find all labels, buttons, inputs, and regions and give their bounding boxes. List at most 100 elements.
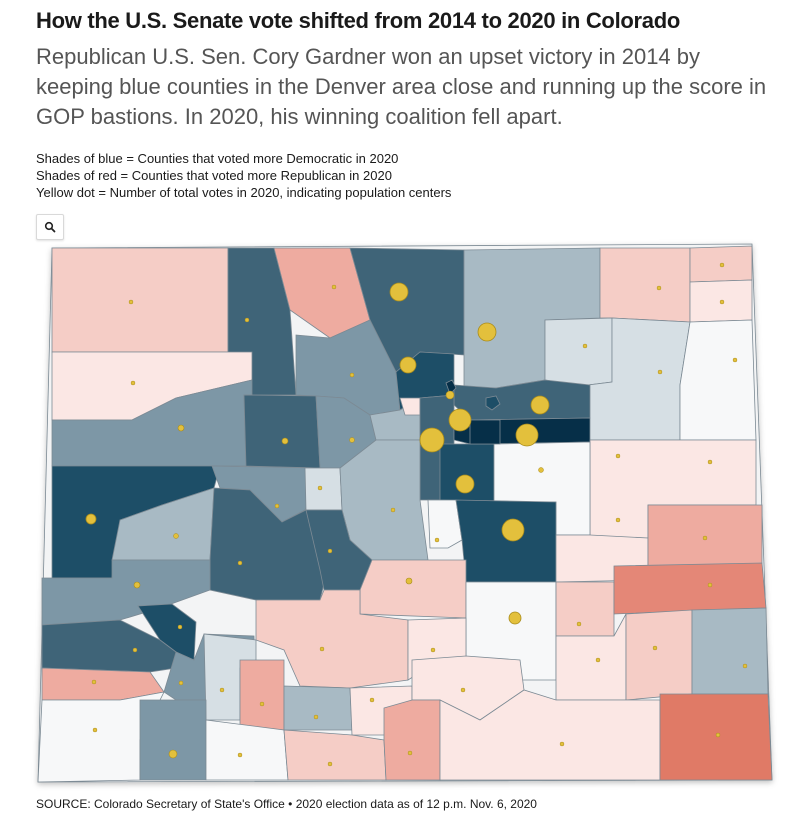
dot-mesa [85, 513, 97, 525]
county-cheyenne [613, 562, 767, 615]
county-phillips-yuma [679, 319, 757, 441]
dot-delta [173, 533, 179, 539]
dot-denver [448, 408, 472, 432]
county-las-animas [439, 689, 661, 781]
legend-red: Shades of red = Counties that voted more… [36, 168, 392, 183]
dot-arapahoe [515, 423, 539, 447]
dot-grand [349, 372, 355, 378]
dot-mineral [259, 701, 265, 707]
dot-pueblo [508, 611, 522, 625]
dot-las-animas [559, 741, 565, 747]
county-douglas [439, 443, 495, 503]
population-dots [85, 262, 748, 767]
dot-broomfield [445, 390, 455, 400]
dot-san-juan [178, 680, 184, 686]
county-el-paso [455, 499, 557, 583]
county-kiowa [691, 607, 769, 695]
county-fremont [359, 559, 467, 619]
county-costilla [383, 699, 441, 781]
dot-larimer [389, 282, 409, 302]
dot-garfield [177, 424, 185, 432]
dot-morgan [582, 343, 588, 349]
dot-pitkin [274, 503, 280, 509]
dot-weld [477, 322, 497, 342]
dot-adams [530, 395, 550, 415]
denver-enclave [485, 395, 501, 411]
dot-jackson [331, 284, 337, 290]
dot-montrose [133, 581, 141, 589]
dot-el-paso [501, 518, 525, 542]
dot-custer [430, 647, 436, 653]
dot-archuleta [237, 752, 243, 758]
dot-hinsdale [219, 687, 225, 693]
legend-blue: Shades of blue = Counties that voted mor… [36, 151, 399, 166]
dot-sedgwick2 [719, 299, 725, 305]
dot-park [390, 507, 396, 513]
county-rio-grande [283, 685, 353, 731]
dot-arapahoe-east [615, 453, 621, 459]
dot-cheyenne [707, 582, 713, 588]
dot-boulder [399, 356, 417, 374]
dot-huerfano [460, 687, 466, 693]
county-morgan [544, 317, 613, 387]
dot-otero [595, 657, 601, 663]
county-lake [304, 467, 343, 511]
dot-lincoln [615, 517, 621, 523]
county-baca [659, 693, 773, 781]
county-mineral [239, 659, 285, 731]
dot-saguache [319, 646, 325, 652]
search-icon [44, 221, 56, 233]
dot-eagle [281, 437, 289, 445]
dot-rio-blanco [130, 380, 136, 386]
dot-costilla [407, 750, 413, 756]
county-broomfield [445, 379, 457, 395]
dot-elbert [538, 467, 544, 473]
dot-fremont [405, 577, 413, 585]
county-la-plata [139, 699, 207, 781]
legend-dot: Yellow dot = Number of total votes in 20… [36, 185, 452, 200]
dot-conejos [327, 761, 333, 767]
county-adams-north [453, 379, 591, 421]
county-park [339, 439, 429, 561]
source-note: SOURCE: Colorado Secretary of State's Of… [36, 797, 537, 811]
dot-yuma [732, 357, 738, 363]
county-bent [625, 609, 693, 701]
dot-sedgwick [719, 262, 725, 268]
county-teller [427, 499, 463, 549]
dot-gunnison [237, 560, 243, 566]
dot-kit-carson-n [707, 459, 713, 465]
dot-teller [434, 537, 440, 543]
dot-alamosa [369, 697, 375, 703]
legend: Shades of blue = Counties that voted mor… [36, 150, 451, 201]
dot-moffat [128, 299, 134, 305]
dot-washington [657, 369, 663, 375]
dot-rio-grande [313, 714, 319, 720]
dot-crowley [576, 621, 582, 627]
county-crowley [555, 581, 615, 637]
dot-kit-carson [702, 535, 708, 541]
dot-baca [715, 732, 721, 738]
dot-summit [349, 437, 355, 443]
dot-chaffee [327, 548, 333, 554]
dot-jefferson [419, 427, 445, 453]
county-archuleta [205, 719, 289, 781]
dot-logan [656, 285, 662, 291]
dot-kiowa [742, 663, 748, 669]
dot-montezuma [92, 727, 98, 733]
dot-routt [244, 317, 250, 323]
dot-san-miguel [132, 647, 138, 653]
county-moffat [51, 247, 229, 353]
county-logan [599, 247, 691, 323]
dot-bent [652, 645, 658, 651]
dot-ouray [177, 624, 183, 630]
zoom-button[interactable] [36, 214, 64, 240]
dot-lake [317, 485, 323, 491]
county-eagle [243, 394, 321, 469]
dot-la-plata [168, 749, 178, 759]
dot-douglas [455, 474, 475, 494]
page-subtitle: Republican U.S. Sen. Cory Gardner won an… [36, 44, 767, 129]
dot-dolores [91, 679, 97, 685]
county-arapahoe-west [469, 419, 501, 445]
page-title: How the U.S. Senate vote shifted from 20… [36, 8, 680, 33]
